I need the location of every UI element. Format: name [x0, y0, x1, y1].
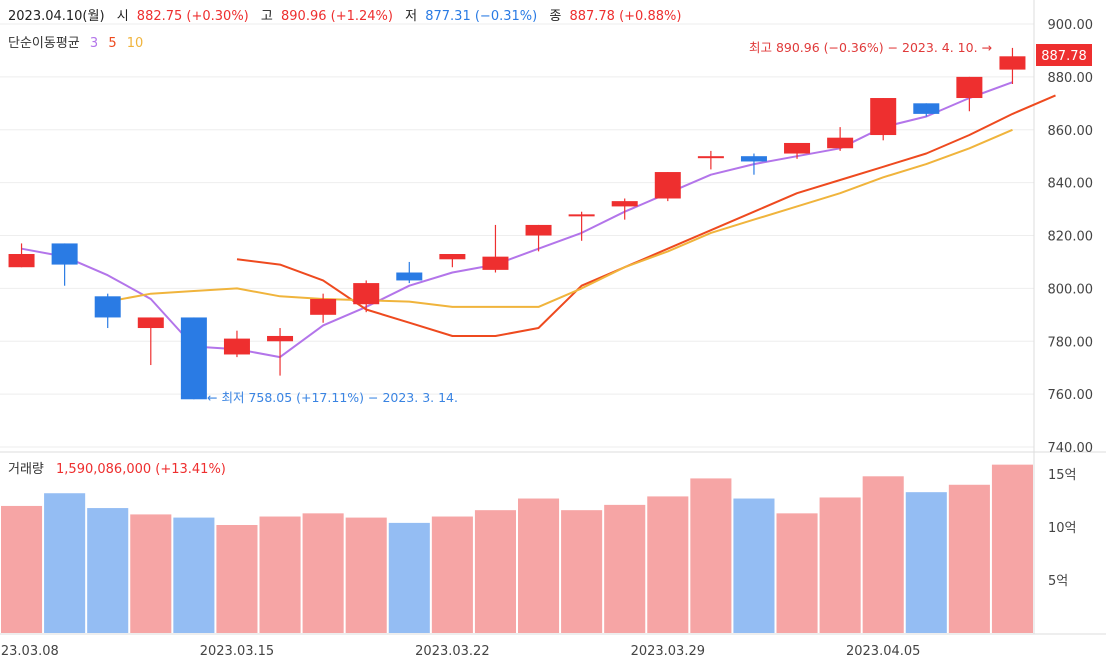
- candles: [8, 47, 1026, 400]
- open-value: 882.75 (+0.30%): [137, 9, 249, 24]
- volume-axis: 15억 10억 5억: [1048, 468, 1077, 589]
- candle-body: [654, 172, 681, 199]
- volume-bar: [173, 517, 215, 633]
- candle-body: [697, 156, 724, 159]
- volume-bar: [819, 497, 861, 633]
- volume-legend-value: 1,590,086,000 (+13.41%): [56, 462, 226, 477]
- volume-bar: [561, 510, 603, 633]
- price-tick-label: 760.00: [1048, 388, 1094, 403]
- candle-body: [396, 272, 423, 281]
- high-value: 890.96 (+1.24%): [281, 9, 393, 24]
- volume-bar: [474, 510, 516, 633]
- ma-legend-3: 3: [90, 36, 98, 51]
- candle-body: [740, 156, 767, 162]
- candle-body: [611, 201, 638, 207]
- high-label: 고: [261, 9, 273, 24]
- volume-bar: [776, 513, 818, 633]
- volume-bar: [733, 498, 775, 633]
- price-tick-label: 740.00: [1048, 441, 1094, 456]
- candle-body: [482, 256, 509, 270]
- volume-bars: [1, 464, 1033, 633]
- candle-body: [223, 338, 250, 355]
- date-tick-label: 2023.03.22: [415, 644, 489, 659]
- volume-bar: [948, 484, 990, 633]
- candle-body: [137, 317, 164, 329]
- candle-body: [956, 76, 983, 99]
- moving-average-lines: [21, 81, 1056, 359]
- volume-bar: [431, 516, 473, 633]
- ma5-line: [236, 94, 1056, 337]
- candle-body: [94, 296, 121, 318]
- date-tick-label: 2023.04.05: [846, 644, 920, 659]
- candle-body: [784, 142, 811, 154]
- volume-bar: [345, 517, 387, 633]
- price-tick-label: 900.00: [1048, 18, 1094, 33]
- close-value: 887.78 (+0.88%): [569, 9, 681, 24]
- price-tick-label: 840.00: [1048, 177, 1094, 192]
- volume-bar: [302, 513, 344, 633]
- high-annotation: 최고 890.96 (−0.36%) − 2023. 4. 10. →: [749, 40, 992, 55]
- candle-body: [913, 103, 940, 114]
- price-axis: 900.00 880.00 860.00 840.00 820.00 800.00 780.…: [1048, 18, 1094, 456]
- grid-lines: [0, 0, 1106, 635]
- open-label: 시: [117, 9, 129, 24]
- ma10-line: [107, 128, 1013, 308]
- volume-bar: [862, 476, 904, 633]
- ohlc-header: 2023.04.10(월) 시 882.75 (+0.30%) 고 890.96…: [8, 9, 681, 24]
- candle-body: [267, 335, 294, 342]
- ma-legend-10: 10: [127, 36, 144, 51]
- volume-bar: [604, 504, 646, 633]
- candle-body: [310, 298, 337, 315]
- volume-bar: [647, 496, 689, 633]
- price-tick-label: 860.00: [1048, 124, 1094, 139]
- last-price-tag: [1036, 44, 1092, 66]
- volume-tick-label: 10억: [1048, 521, 1077, 536]
- volume-bar: [1, 505, 43, 633]
- volume-tick-label: 15억: [1048, 468, 1077, 483]
- date-tick-label: 2023.03.08: [0, 644, 59, 659]
- price-tick-label: 800.00: [1048, 282, 1094, 297]
- volume-legend: 거래량 1,590,086,000 (+13.41%): [8, 462, 226, 477]
- volume-bar: [130, 514, 172, 633]
- date-tick-label: 2023.03.15: [200, 644, 274, 659]
- close-label: 종: [549, 9, 561, 24]
- date-tick-label: 2023.03.29: [631, 644, 705, 659]
- low-label: 저: [405, 9, 417, 24]
- header-date: 2023.04.10(월): [8, 9, 105, 24]
- candle-body: [51, 243, 78, 265]
- candle-body: [870, 98, 897, 136]
- last-price-value: 887.78: [1041, 49, 1087, 64]
- volume-bar: [905, 492, 947, 633]
- ma-legend-label: 단순이동평균: [8, 36, 80, 51]
- volume-bar: [518, 498, 560, 633]
- price-tick-label: 880.00: [1048, 71, 1094, 86]
- volume-bar: [991, 464, 1033, 633]
- low-annotation: ← 최저 758.05 (+17.11%) − 2023. 3. 14.: [207, 390, 458, 405]
- candle-body: [568, 214, 595, 217]
- volume-bar: [87, 508, 129, 633]
- price-tick-label: 820.00: [1048, 230, 1094, 245]
- ma-legend-5: 5: [108, 36, 116, 51]
- volume-bar: [259, 516, 301, 633]
- ma-legend: 단순이동평균 3 5 10: [8, 36, 143, 51]
- candle-body: [180, 317, 207, 400]
- ma3-line: [21, 81, 1013, 359]
- volume-bar: [216, 525, 258, 633]
- volume-bar: [690, 478, 732, 633]
- volume-bar: [44, 493, 86, 633]
- date-axis: 2023.03.08 2023.03.15 2023.03.22 2023.03.29…: [0, 644, 920, 659]
- low-value: 877.31 (−0.31%): [425, 9, 537, 24]
- candle-body: [827, 137, 854, 149]
- candle-body: [353, 283, 380, 305]
- candle-body: [525, 224, 552, 236]
- candle-body: [8, 254, 35, 268]
- candle-body: [999, 56, 1026, 70]
- candle-body: [439, 254, 466, 260]
- volume-bar: [388, 522, 430, 633]
- volume-legend-label: 거래량: [8, 462, 44, 477]
- volume-tick-label: 5억: [1048, 574, 1068, 589]
- price-tick-label: 780.00: [1048, 335, 1094, 350]
